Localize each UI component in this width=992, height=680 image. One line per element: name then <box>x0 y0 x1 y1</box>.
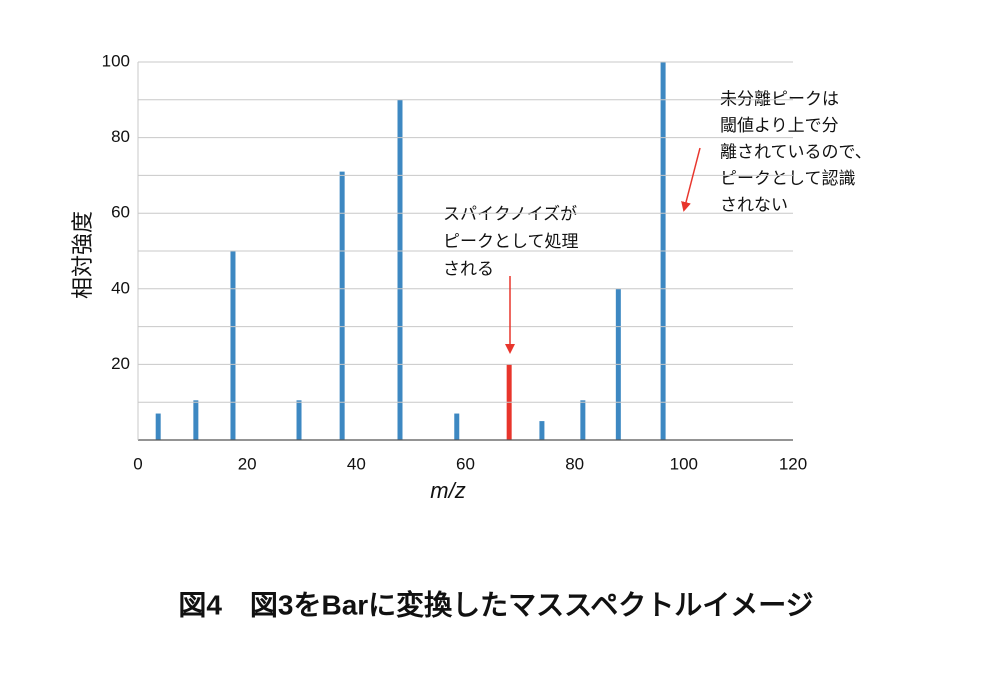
arrow <box>681 147 701 212</box>
x-tick-label: 120 <box>779 454 807 473</box>
annotation: ピークとして認識 <box>720 169 856 188</box>
annotation: 閾値より上で分 <box>720 116 839 135</box>
bar <box>193 400 199 440</box>
bar <box>397 99 403 441</box>
x-tick-label: 60 <box>456 454 475 473</box>
annotation: されない <box>720 195 788 214</box>
caption: 図4 図3をBarに変換したマススペクトルイメージ <box>178 588 813 620</box>
annotation: 未分離ピークは <box>720 89 839 108</box>
y-tick-label: 20 <box>111 354 130 373</box>
y-tick-label: 60 <box>111 203 130 222</box>
y-axis-title: 相対強度 <box>70 211 95 299</box>
annotation: される <box>443 259 494 278</box>
bar <box>296 400 302 440</box>
annotation: 離されているので、 <box>720 142 872 161</box>
x-tick-label: 40 <box>347 454 366 473</box>
x-tick-label: 100 <box>670 454 698 473</box>
x-tick-label: 0 <box>133 454 142 473</box>
bar <box>230 251 236 440</box>
bar <box>339 171 345 440</box>
annotation: ピークとして処理 <box>443 232 579 251</box>
annotation: スパイクノイズが <box>443 204 577 223</box>
y-tick-label: 80 <box>111 127 130 146</box>
x-axis-title: m/z <box>430 478 465 503</box>
x-tick-label: 20 <box>238 454 257 473</box>
y-tick-label: 100 <box>102 51 130 70</box>
bar <box>580 400 586 440</box>
bar <box>155 413 161 440</box>
bar <box>454 413 460 440</box>
y-tick-label: 40 <box>111 278 130 297</box>
x-tick-label: 80 <box>565 454 584 473</box>
bar <box>539 421 545 440</box>
